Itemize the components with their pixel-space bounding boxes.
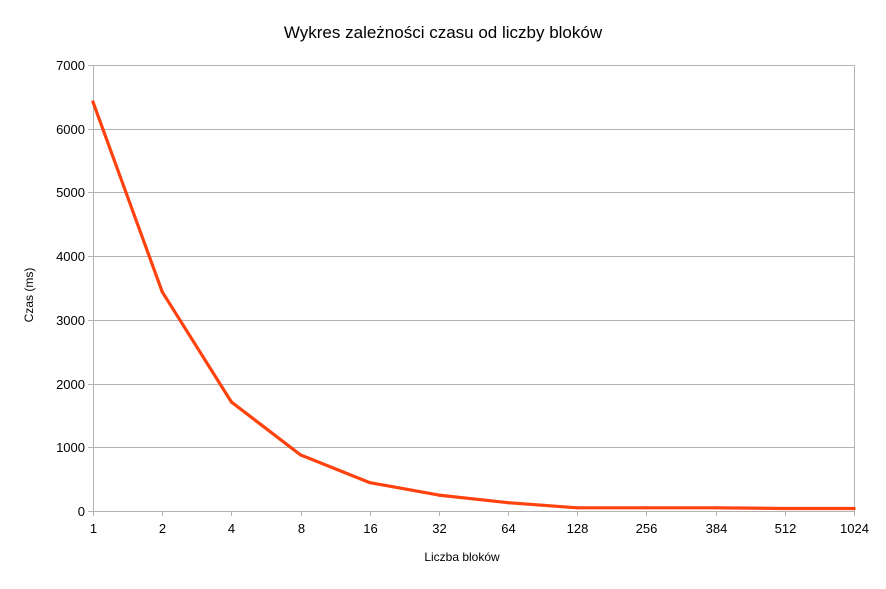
data-point (644, 506, 649, 510)
y-axis-ticks: 0 1000 2000 3000 4000 5000 6000 7000 (56, 58, 93, 519)
data-point (783, 506, 787, 511)
x-tick-label: 256 (636, 521, 658, 536)
y-tick-label: 0 (78, 504, 85, 519)
data-point (368, 481, 372, 485)
data-point (437, 493, 441, 497)
x-tick-label: 64 (501, 521, 515, 536)
y-tick-label: 4000 (56, 249, 85, 264)
y-tick-label: 7000 (56, 58, 85, 73)
data-point (229, 400, 233, 404)
y-tick-label: 5000 (56, 185, 85, 200)
plot-area-border (93, 65, 855, 512)
x-tick-label: 32 (432, 521, 446, 536)
data-point (852, 506, 856, 511)
y-axis-title: Czas (ms) (22, 268, 36, 323)
x-tick-label: 16 (363, 521, 377, 536)
series-layer (91, 100, 856, 511)
x-tick-label: 1 (90, 521, 97, 536)
x-tick-label: 128 (567, 521, 589, 536)
x-axis-ticks: 1 2 4 8 16 32 64 128 256 384 512 1024 (90, 511, 869, 536)
data-point (575, 506, 579, 510)
x-tick-label: 512 (775, 521, 797, 536)
y-tick-label: 3000 (56, 313, 85, 328)
data-point (298, 453, 303, 457)
y-tick-label: 1000 (56, 440, 85, 455)
x-tick-label: 4 (228, 521, 235, 536)
y-tick-label: 6000 (56, 122, 85, 137)
x-tick-label: 2 (159, 521, 166, 536)
data-point (714, 506, 718, 510)
x-tick-label: 8 (298, 521, 305, 536)
series-line (91, 100, 856, 511)
data-point (506, 501, 510, 505)
x-axis-title: Liczba bloków (424, 550, 500, 564)
x-tick-label: 384 (706, 521, 728, 536)
data-point (91, 100, 95, 104)
x-tick-label: 1024 (840, 521, 869, 536)
chart-title: Wykres zależności czasu od liczby bloków (284, 23, 603, 42)
gridlines (93, 65, 855, 512)
y-tick-label: 2000 (56, 377, 85, 392)
data-point (160, 290, 164, 294)
